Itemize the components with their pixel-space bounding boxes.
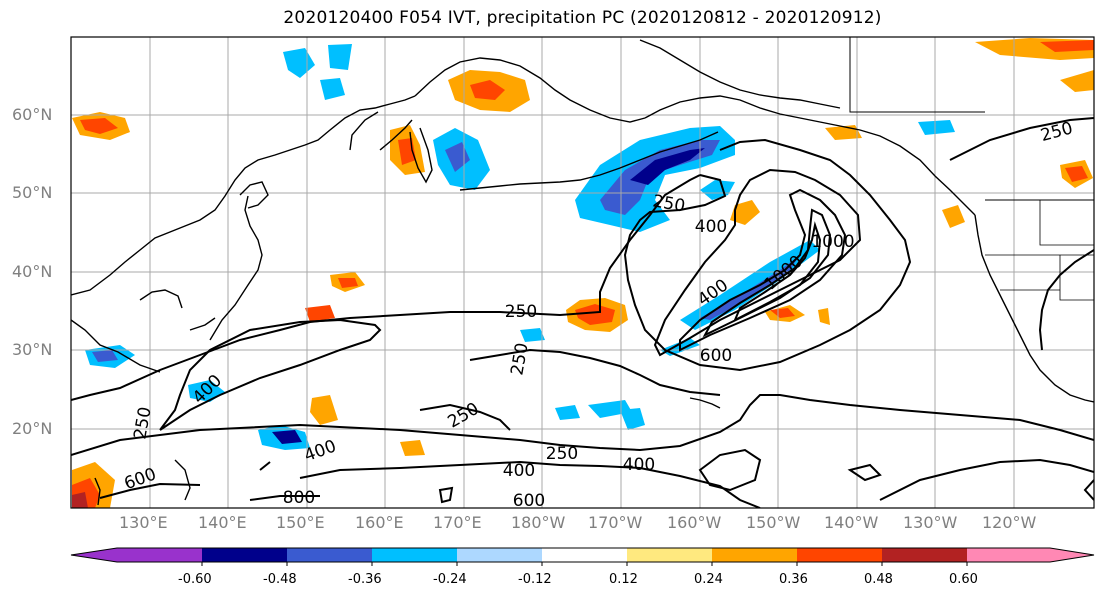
contour-label: 400 [503,461,535,481]
lon-label: 160°E [355,513,404,532]
lon-label: 140°E [198,513,247,532]
colorbar-segment [882,548,967,562]
lat-label: 50°N [12,183,53,202]
contour-label: 600 [700,346,732,366]
lon-label: 140°W [824,513,879,532]
lon-label: 150°W [746,513,801,532]
ivt-contours [71,117,1094,508]
lon-label: 130°E [119,513,168,532]
colorbar-segment [71,548,202,562]
contour-label: 250 [546,444,578,464]
precip-pc-fill [72,38,1094,508]
lon-label: 170°W [588,513,643,532]
lat-label: 20°N [12,419,53,438]
contour-label: 400 [695,217,727,237]
map-title: 2020120400 F054 IVT, precipitation PC (2… [283,8,882,28]
colorbar-tick-label: -0.12 [518,572,552,587]
contour-label: 250 [507,341,532,376]
lat-label: 30°N [12,340,53,359]
colorbar-segment [202,548,287,562]
lon-label: 160°W [667,513,722,532]
contour-label: 800 [283,488,315,508]
colorbar-segment [287,548,372,562]
contour-label: 400 [623,455,655,475]
colorbar-segment [627,548,712,562]
contour-label: 600 [513,491,545,511]
contour-label: 1000 [811,232,854,252]
lon-label: 180°W [511,513,566,532]
colorbar-tick-label: 0.24 [694,572,723,587]
colorbar-tick-label: -0.60 [178,572,212,587]
coastlines [71,37,1094,506]
lon-label: 170°E [433,513,482,532]
colorbar-segment [542,548,627,562]
colorbar-tick-label: -0.24 [433,572,467,587]
colorbar [70,547,1095,566]
lon-label: 130°W [903,513,958,532]
colorbar-segment [967,548,1094,562]
colorbar-segment [712,548,797,562]
lat-label: 40°N [12,262,53,281]
contour-label: 600 [122,464,159,494]
map-frame [70,36,1095,509]
contour-label: 250 [1038,118,1075,146]
colorbar-tick-label: 0.60 [949,572,978,587]
colorbar-outline [70,547,1095,563]
contour-label: 250 [505,302,537,322]
contour-label: 400 [189,371,226,408]
colorbar-segment [372,548,457,562]
colorbar-tick-label: 0.12 [609,572,638,587]
colorbar-tick-label: 0.48 [864,572,893,587]
colorbar-segment [797,548,882,562]
colorbar-segment [457,548,542,562]
lon-label: 120°W [982,513,1037,532]
colorbar-tick-label: -0.36 [348,572,382,587]
lon-label: 150°E [276,513,325,532]
colorbar-tick-label: 0.36 [779,572,808,587]
lat-label: 60°N [12,105,53,124]
colorbar-tick-label: -0.48 [263,572,297,587]
graticule [71,37,1094,508]
